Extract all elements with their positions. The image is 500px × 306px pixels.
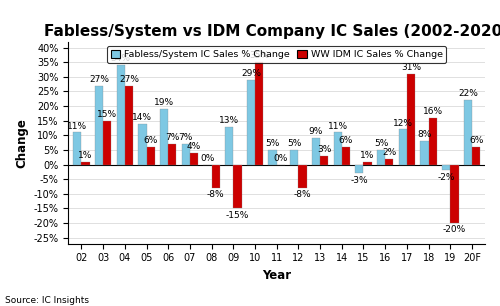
Bar	[168, 144, 176, 165]
Title: Fabless/System vs IDM Company IC Sales (2002-2020): Fabless/System vs IDM Company IC Sales (…	[44, 24, 500, 39]
Bar	[428, 118, 437, 165]
Bar	[342, 147, 350, 165]
Bar	[334, 132, 342, 165]
Bar	[420, 141, 428, 165]
Bar	[385, 159, 394, 165]
Text: 9%: 9%	[309, 128, 323, 136]
Text: 4%: 4%	[187, 142, 201, 151]
Text: 2%: 2%	[382, 148, 396, 157]
Text: -3%: -3%	[350, 176, 368, 185]
Text: 12%: 12%	[393, 119, 413, 128]
Bar	[146, 147, 155, 165]
Bar	[450, 165, 458, 223]
Legend: Fabless/System IC Sales % Change, WW IDM IC Sales % Change: Fabless/System IC Sales % Change, WW IDM…	[107, 47, 446, 63]
Bar	[82, 162, 90, 165]
Bar	[138, 124, 146, 165]
Text: 13%: 13%	[219, 116, 239, 125]
Bar	[103, 121, 112, 165]
Text: 19%: 19%	[154, 98, 174, 107]
Text: 6%: 6%	[338, 136, 353, 145]
Bar	[95, 86, 103, 165]
Bar	[407, 74, 415, 165]
Bar	[398, 129, 407, 165]
Text: 7%: 7%	[178, 133, 193, 142]
Bar	[464, 100, 472, 165]
Text: 5%: 5%	[266, 139, 280, 148]
Bar	[355, 165, 364, 173]
Text: -8%: -8%	[294, 190, 312, 199]
Bar	[472, 147, 480, 165]
Bar	[182, 144, 190, 165]
Bar	[255, 62, 263, 165]
Bar	[160, 109, 168, 165]
Bar	[247, 80, 255, 165]
Bar	[320, 156, 328, 165]
Text: -8%: -8%	[207, 190, 224, 199]
Text: 0%: 0%	[274, 154, 288, 163]
Text: 14%: 14%	[132, 113, 152, 122]
X-axis label: Year: Year	[262, 269, 292, 282]
Text: 6%: 6%	[144, 136, 158, 145]
Text: 1%: 1%	[360, 151, 375, 160]
Text: 3%: 3%	[317, 145, 332, 154]
Text: 31%: 31%	[401, 63, 421, 72]
Text: 27%: 27%	[89, 75, 109, 84]
Text: 11%: 11%	[67, 122, 87, 131]
Text: Source: IC Insights: Source: IC Insights	[5, 296, 89, 305]
Bar	[377, 150, 385, 165]
Bar	[364, 162, 372, 165]
Bar	[290, 150, 298, 165]
Text: 5%: 5%	[287, 139, 302, 148]
Bar	[125, 86, 133, 165]
Text: 15%: 15%	[97, 110, 117, 119]
Text: 0%: 0%	[200, 154, 214, 163]
Text: 7%: 7%	[165, 133, 180, 142]
Bar	[442, 165, 450, 170]
Text: 5%: 5%	[374, 139, 388, 148]
Text: 29%: 29%	[241, 69, 261, 78]
Bar	[212, 165, 220, 188]
Bar	[268, 150, 276, 165]
Text: -15%: -15%	[226, 211, 249, 220]
Text: 27%: 27%	[119, 75, 139, 84]
Text: 35%: 35%	[249, 51, 269, 61]
Bar	[225, 127, 234, 165]
Text: 1%: 1%	[78, 151, 92, 160]
Text: 34%: 34%	[110, 54, 130, 63]
Bar	[234, 165, 241, 208]
Text: 6%: 6%	[469, 136, 484, 145]
Text: 16%: 16%	[422, 107, 443, 116]
Bar	[190, 153, 198, 165]
Bar	[312, 138, 320, 165]
Y-axis label: Change: Change	[15, 118, 28, 168]
Text: 8%: 8%	[418, 130, 432, 140]
Text: -20%: -20%	[443, 226, 466, 234]
Text: -2%: -2%	[438, 173, 455, 182]
Text: 11%: 11%	[328, 122, 347, 131]
Bar	[298, 165, 306, 188]
Bar	[73, 132, 82, 165]
Text: 22%: 22%	[458, 89, 478, 99]
Bar	[116, 65, 125, 165]
